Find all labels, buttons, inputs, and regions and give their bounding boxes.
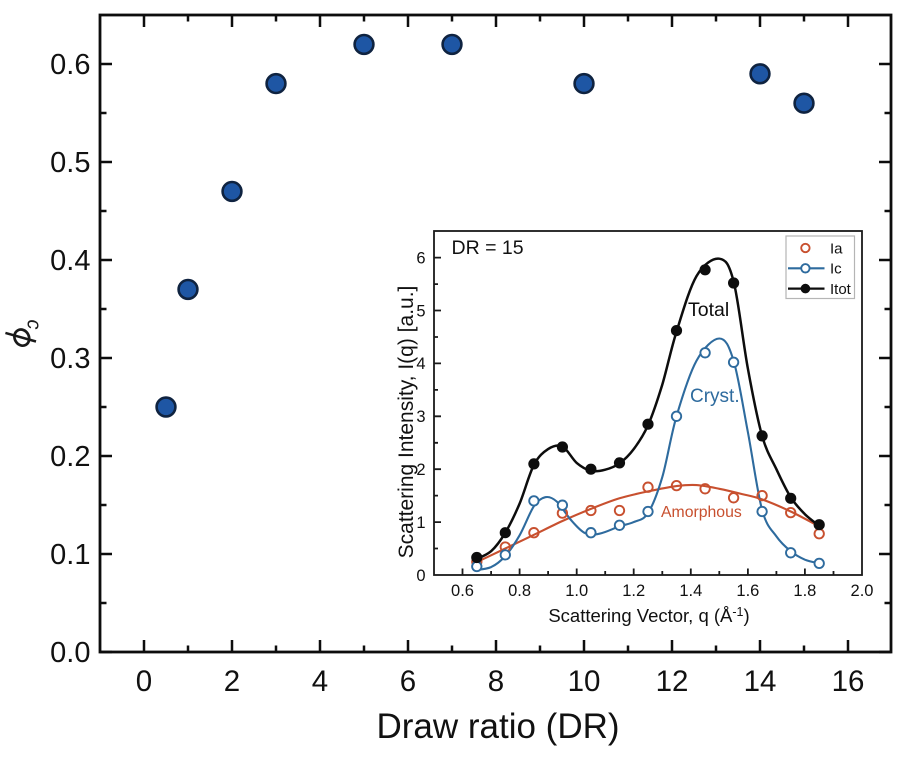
svg-text:0.3: 0.3 [50, 343, 90, 375]
svg-text:6: 6 [400, 665, 416, 698]
svg-text:16: 16 [832, 665, 865, 698]
svg-text:0.6: 0.6 [50, 49, 90, 81]
svg-text:0.2: 0.2 [50, 441, 90, 473]
svg-text:4: 4 [312, 665, 328, 698]
svg-text:0.4: 0.4 [50, 245, 90, 277]
svg-text:Itot: Itot [830, 281, 852, 298]
svg-text:Ic: Ic [830, 261, 842, 278]
svg-text:0.6: 0.6 [451, 582, 474, 600]
svg-text:0.1: 0.1 [50, 539, 90, 571]
svg-text:1.8: 1.8 [793, 582, 816, 600]
svg-text:1.0: 1.0 [565, 582, 588, 600]
svg-text:12: 12 [656, 665, 689, 698]
svg-text:1.2: 1.2 [622, 582, 645, 600]
svg-text:10: 10 [568, 665, 601, 698]
svg-text:8: 8 [488, 665, 504, 698]
svg-text:Scattering Vector, q (Å-1): Scattering Vector, q (Å-1) [548, 605, 749, 626]
svg-text:c: c [23, 320, 45, 330]
svg-text:Draw ratio (DR): Draw ratio (DR) [376, 707, 619, 746]
svg-text:3: 3 [416, 408, 425, 426]
svg-text:6: 6 [416, 249, 425, 267]
svg-text:4: 4 [416, 355, 425, 373]
svg-text:5: 5 [416, 302, 425, 320]
svg-text:0.8: 0.8 [508, 582, 531, 600]
svg-text:0: 0 [416, 567, 425, 585]
svg-text:2: 2 [224, 665, 240, 698]
svg-text:0: 0 [136, 665, 152, 698]
svg-text:2: 2 [416, 461, 425, 479]
svg-text:2.0: 2.0 [851, 582, 874, 600]
svg-text:1.6: 1.6 [736, 582, 759, 600]
svg-text:0.0: 0.0 [50, 637, 90, 669]
svg-text:14: 14 [744, 665, 777, 698]
svg-text:0.5: 0.5 [50, 147, 90, 179]
svg-text:Cryst.: Cryst. [690, 386, 740, 407]
svg-text:1.4: 1.4 [679, 582, 702, 600]
svg-text:Total: Total [688, 299, 729, 321]
svg-text:Scattering Intensity, I(q) [a.: Scattering Intensity, I(q) [a.u.] [395, 286, 418, 559]
svg-text:DR = 15: DR = 15 [452, 237, 524, 259]
svg-text:Ia: Ia [830, 240, 843, 257]
svg-text:Amorphous: Amorphous [661, 504, 742, 521]
svg-text:1: 1 [416, 514, 425, 532]
